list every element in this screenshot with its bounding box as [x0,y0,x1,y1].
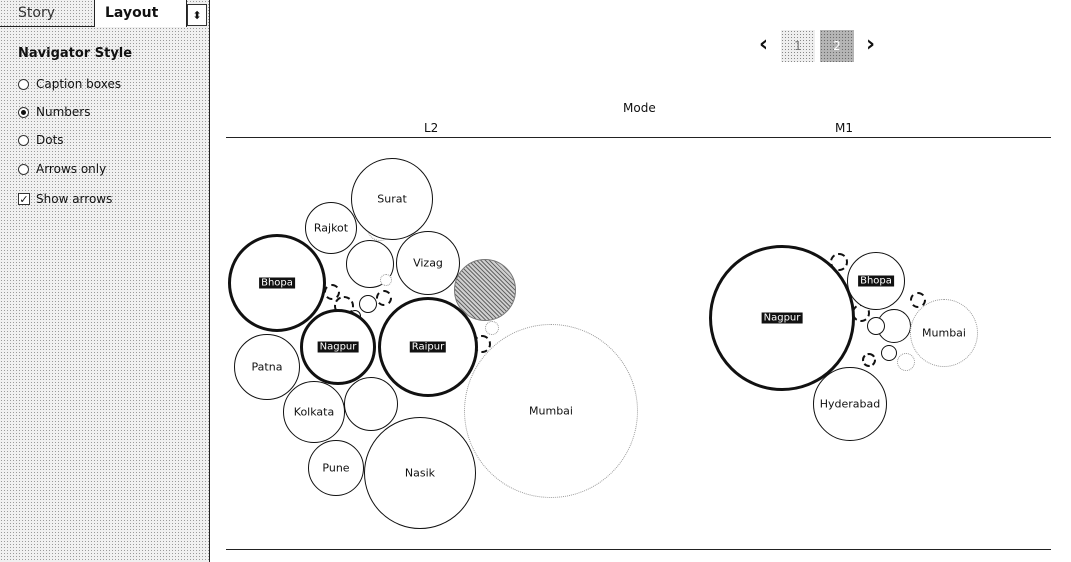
radio-dots[interactable]: Dots [18,131,64,149]
tab-menu-dropdown-icon[interactable]: ⬍ [187,4,207,26]
bubble-mark[interactable] [380,274,392,286]
bubble-mark[interactable] [485,321,499,335]
bubble-mark-vizag[interactable] [396,231,460,295]
radio-button-icon[interactable] [18,163,29,175]
bubble-label-bhopa: Bhopa [858,275,894,287]
bubble-mark-nasik[interactable] [364,417,476,529]
tab-layout[interactable]: Layout [95,0,187,27]
bubble-mark-kolkata[interactable] [283,381,345,443]
bubble-mark-patna[interactable] [234,334,300,400]
radio-button-icon[interactable] [18,78,29,90]
bubble-label-patna: Patna [251,360,283,374]
page-button-2[interactable]: 2 [820,30,854,62]
checkbox-checked-icon[interactable]: ✓ [18,193,30,206]
radio-label: Caption boxes [36,77,122,91]
bubble-mark-pune[interactable] [308,440,364,496]
bubble-mark[interactable] [376,290,392,306]
page-button-1[interactable]: 1 [781,30,815,62]
radio-numbers[interactable]: Numbers [18,103,90,121]
radio-button-selected-icon[interactable] [18,106,29,118]
column-header-mode: Mode [623,101,656,115]
bubble-label-bhopa: Bhopa [259,277,295,289]
story-side-panel: Story Layout ⬍ Navigator Style Caption b… [0,0,210,562]
bubble-label-mumbai: Mumbai [529,404,573,418]
bubble-mark[interactable] [867,317,885,335]
bubble-mark-rajkot[interactable] [305,202,357,254]
bubble-label-pune: Pune [322,461,350,475]
bubble-mark[interactable] [359,295,377,313]
bubble-mark[interactable] [910,292,926,308]
bubble-mark-mumbai[interactable] [910,299,978,367]
bubble-mark[interactable] [881,345,897,361]
radio-arrows-only[interactable]: Arrows only [18,160,106,178]
bubble-label-kolkata: Kolkata [293,405,335,419]
previous-page-arrow-icon[interactable]: ‹ [759,32,769,57]
bubble-mark-highlighted[interactable] [454,259,516,321]
radio-label: Dots [36,133,64,147]
bubble-mark-surat[interactable] [351,158,433,240]
column-label-m1: M1 [835,121,853,135]
bubble-label-mumbai: Mumbai [922,326,966,340]
bottom-divider [226,549,1051,550]
panel-tab-bar: Story Layout ⬍ [0,0,209,28]
bubble-label-surat: Surat [377,192,407,206]
bubble-mark[interactable] [862,353,876,367]
radio-button-icon[interactable] [18,134,29,146]
radio-label: Numbers [36,105,91,119]
checkbox-show-arrows[interactable]: ✓ Show arrows [18,190,112,208]
header-divider [226,137,1051,138]
bubble-label-rajkot: Rajkot [313,221,349,235]
bubble-mark[interactable] [344,377,398,431]
checkbox-label: Show arrows [36,192,113,206]
bubble-mark[interactable] [346,240,394,288]
bubble-mark-hyderabad[interactable] [813,367,887,441]
radio-caption-boxes[interactable]: Caption boxes [18,75,121,93]
next-page-arrow-icon[interactable]: › [866,32,876,57]
bubble-label-raipur: Raipur [409,341,447,353]
radio-label: Arrows only [36,162,107,176]
bubble-label-nagpur: Nagpur [761,312,803,324]
navigator-style-title: Navigator Style [18,46,133,61]
bubble-label-nasik: Nasik [404,466,436,480]
bubble-label-nagpur: Nagpur [317,341,359,353]
bubble-mark[interactable] [897,353,915,371]
bubble-label-hyderabad: Hyderabad [819,397,881,411]
column-label-l2: L2 [424,121,439,135]
bubble-mark[interactable] [324,284,340,300]
bubble-label-vizag: Vizag [413,256,443,270]
tab-story[interactable]: Story [0,0,95,27]
bubble-mark-mumbai[interactable] [464,324,638,498]
